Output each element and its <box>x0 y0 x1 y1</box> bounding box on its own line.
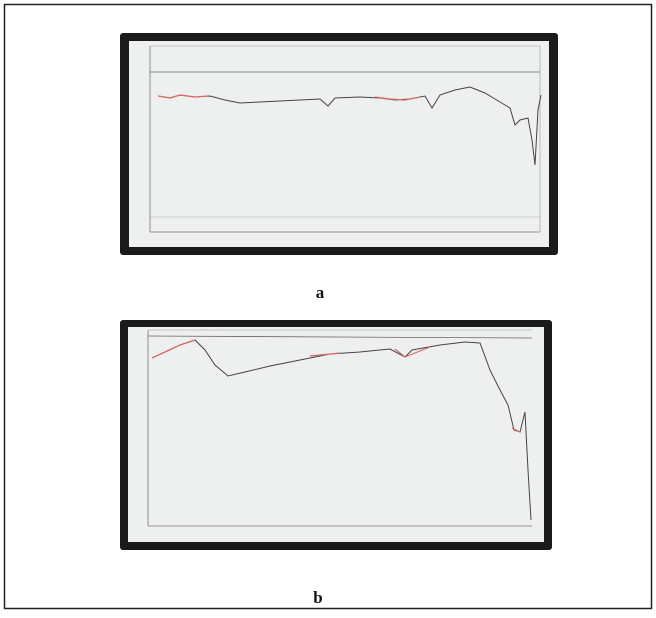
panel-a-photo <box>120 33 558 255</box>
panel-b-photo <box>120 320 552 550</box>
panel-label: b <box>313 588 322 607</box>
panel-label: a <box>316 283 325 302</box>
